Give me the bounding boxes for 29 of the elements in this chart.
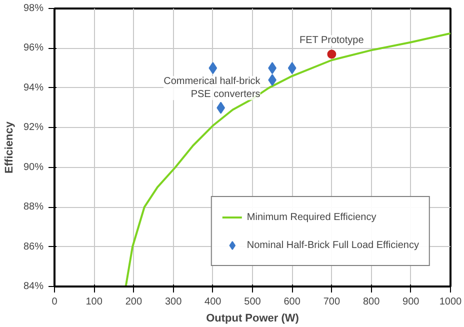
x-tick-label: 900 [402,296,420,308]
x-tick-label: 1000 [439,296,462,308]
point [288,62,296,74]
x-axis-title: Output Power (W) [206,312,300,324]
annotation: FET Prototype [299,35,364,46]
legend-label: Nominal Half-Brick Full Load Efficiency [246,240,419,250]
y-tick-label: 96% [23,42,44,54]
y-tick-label: 92% [23,122,44,134]
x-tick-label: 500 [244,296,262,308]
y-tick-label: 88% [23,202,44,213]
y-tick-label: 94% [23,82,44,94]
x-tick-label: 400 [204,296,222,308]
line-series [124,32,450,286]
annotation: Commerical half-brick PSE converters [164,76,262,100]
x-tick-label: 300 [164,296,182,308]
y-tick-label: 84% [23,281,44,292]
x-tick-label: 800 [362,296,380,308]
x-tick-label: 600 [284,296,301,308]
x-tick-label: 200 [125,296,142,308]
y-tick-label: 86% [23,241,44,252]
x-tick-label: 700 [323,296,340,308]
x-tick-label: 0 [52,296,58,308]
point [327,50,336,59]
legend-label: Minimum Required Efficiency [246,212,376,222]
y-tick-label: 90% [23,162,44,173]
point [208,62,218,74]
y-tick-label: 98% [23,3,44,14]
x-tick-label: 100 [86,296,103,308]
y-axis-title: Efficiency [3,120,16,174]
